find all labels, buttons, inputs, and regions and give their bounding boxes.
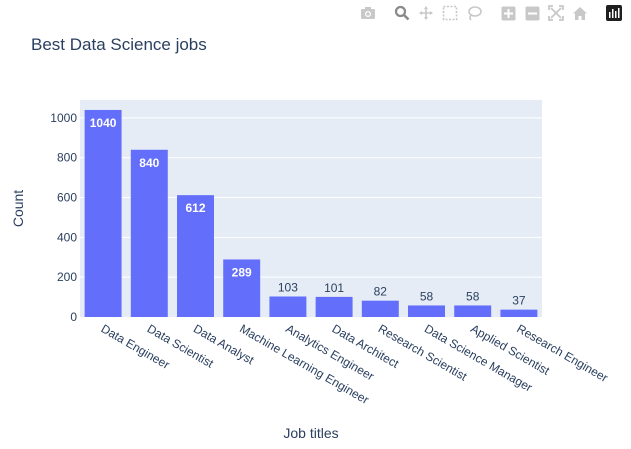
y-tick-label: 0 [70, 310, 77, 324]
bar[interactable] [500, 309, 538, 317]
bar[interactable] [361, 300, 399, 317]
bar[interactable] [408, 305, 445, 317]
bar-value-label: 103 [278, 280, 298, 294]
y-axis-ticks: 0 200 400 600 800 1000 [50, 111, 77, 324]
lasso-select-icon[interactable] [463, 2, 485, 24]
camera-icon[interactable] [357, 2, 379, 24]
bar-value-label: 840 [139, 156, 159, 170]
y-tick-label: 1000 [50, 111, 77, 125]
bar[interactable] [84, 109, 122, 317]
zoom-in-icon[interactable] [497, 2, 519, 24]
zoom-icon[interactable] [391, 2, 413, 24]
bar-value-label: 1040 [90, 116, 117, 130]
y-tick-label: 800 [57, 151, 77, 165]
modebar [357, 2, 625, 24]
bar-value-label: 289 [232, 265, 252, 279]
bar-value-label: 101 [324, 281, 344, 295]
bar[interactable] [454, 305, 492, 317]
y-axis-title: Count [10, 190, 26, 227]
reset-axes-icon[interactable] [569, 2, 591, 24]
x-axis-title: Job titles [283, 425, 338, 441]
bar-value-label: 82 [374, 285, 388, 299]
bars [84, 109, 538, 317]
autoscale-icon[interactable] [545, 2, 567, 24]
bar-value-label: 58 [420, 289, 434, 303]
bar-labels: 1040 840 612 289 103 101 82 58 58 37 [90, 116, 526, 308]
bar[interactable] [130, 149, 168, 317]
bar[interactable] [223, 259, 261, 317]
zoom-out-icon[interactable] [521, 2, 543, 24]
pan-icon[interactable] [415, 2, 437, 24]
bar-value-label: 58 [466, 289, 480, 303]
plotly-logo-icon[interactable] [603, 2, 625, 24]
bar-value-label: 37 [512, 294, 526, 308]
bar[interactable] [269, 296, 307, 317]
y-tick-label: 200 [57, 270, 77, 284]
y-tick-label: 400 [57, 230, 77, 244]
bar[interactable] [315, 296, 353, 317]
bar-value-label: 612 [185, 201, 205, 215]
y-tick-label: 600 [57, 191, 77, 205]
box-select-icon[interactable] [439, 2, 461, 24]
bar[interactable] [177, 195, 214, 317]
chart-title: Best Data Science jobs [31, 35, 207, 54]
